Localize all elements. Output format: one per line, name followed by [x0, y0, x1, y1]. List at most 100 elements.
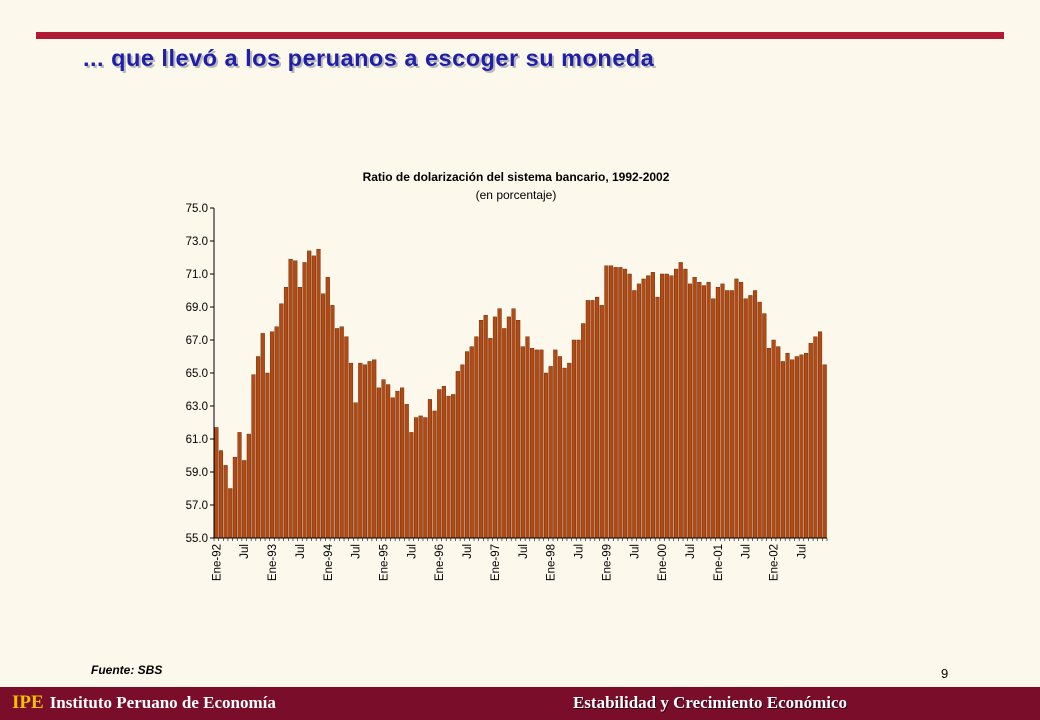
bar	[646, 275, 651, 539]
x-tick-label: Jul	[629, 544, 641, 559]
x-tick-label: Ene-92	[211, 544, 223, 581]
bar	[218, 450, 224, 539]
bar	[228, 488, 233, 539]
bar	[307, 250, 312, 539]
bar	[687, 283, 693, 539]
bar	[246, 433, 251, 539]
bar	[766, 348, 772, 539]
bar	[576, 339, 581, 539]
bar	[664, 273, 669, 539]
bar	[460, 364, 465, 539]
bar	[237, 432, 242, 539]
bar	[395, 390, 400, 539]
bar	[409, 432, 414, 539]
bar	[725, 290, 730, 539]
bar	[697, 282, 702, 539]
bar	[701, 285, 707, 539]
x-tick-label: Jul	[574, 544, 586, 559]
bar	[446, 395, 451, 539]
bar	[302, 262, 307, 539]
bar	[622, 268, 628, 539]
dollarization-bar-chart: Ratio de dolarización del sistema bancar…	[186, 170, 828, 581]
bar	[506, 316, 511, 539]
bar	[348, 362, 354, 539]
top-accent-rule	[36, 32, 1004, 39]
bar	[288, 258, 293, 539]
bar	[423, 417, 428, 539]
bar	[669, 275, 674, 539]
x-tick-label: Ene-97	[490, 544, 502, 581]
bar	[739, 282, 744, 539]
bar	[636, 283, 641, 539]
x-tick-label: Ene-01	[713, 544, 725, 581]
bar	[655, 296, 660, 539]
bar	[390, 397, 395, 539]
bar	[502, 328, 507, 539]
bar	[609, 265, 614, 539]
bar	[242, 460, 247, 539]
bar	[683, 268, 688, 539]
axes-group: 55.0 57.0 59.0 61.0 63.0 65.0 67.0 69.0 71.0 73.0…	[186, 203, 828, 581]
bar	[339, 326, 344, 539]
x-tick-label: Ene-95	[379, 544, 391, 581]
bar	[692, 277, 697, 539]
bar	[325, 277, 330, 539]
x-tick-label: Jul	[295, 544, 307, 559]
x-tick-label: Jul	[239, 544, 251, 559]
bar	[279, 303, 284, 539]
bar	[822, 364, 827, 539]
bar	[776, 346, 781, 539]
bar	[376, 387, 381, 539]
bar	[511, 308, 516, 539]
bar	[674, 268, 679, 539]
x-tick-label: Jul	[685, 544, 697, 559]
x-tick-label: Ene-93	[267, 544, 279, 581]
bar	[562, 367, 567, 539]
bar	[488, 338, 493, 539]
y-tick-label: 71.0	[186, 269, 208, 281]
bar	[358, 362, 363, 539]
x-tick-label: Ene-94	[323, 543, 335, 581]
bar	[790, 359, 795, 539]
bar	[478, 320, 484, 539]
bar	[678, 262, 683, 539]
bar	[817, 331, 823, 539]
source-note: Fuente: SBS	[91, 663, 163, 677]
bar	[650, 272, 655, 539]
bar	[632, 290, 637, 539]
bar	[734, 278, 739, 539]
x-tick-label: Jul	[462, 544, 474, 559]
bar	[627, 273, 632, 539]
bar	[362, 364, 367, 539]
bar	[595, 296, 600, 539]
x-tick-label: Ene-98	[546, 544, 558, 581]
bar	[720, 283, 725, 539]
y-tick-label: 63.0	[186, 401, 208, 413]
bar	[567, 362, 572, 539]
y-tick-label: 73.0	[186, 236, 208, 248]
chart-title: Ratio de dolarización del sistema bancar…	[363, 170, 670, 184]
bar	[335, 328, 340, 539]
bar	[548, 366, 553, 539]
bar	[599, 305, 604, 539]
bar	[269, 331, 275, 539]
bar	[404, 404, 409, 539]
bar	[539, 349, 544, 539]
footer-tagline: Estabilidad y Crecimiento Económico	[572, 693, 847, 712]
bar	[297, 287, 302, 539]
y-tick-label: 69.0	[186, 302, 208, 314]
chart-subtitle: (en porcentaje)	[476, 188, 557, 202]
x-tick-label: Jul	[796, 544, 808, 559]
bar	[785, 353, 790, 539]
bar	[553, 349, 558, 539]
bar	[418, 415, 423, 539]
bar	[274, 326, 279, 539]
footer-logo-abbr: IPE	[12, 692, 44, 713]
bar	[321, 293, 326, 539]
bar	[497, 308, 502, 539]
bar	[516, 320, 521, 539]
bar	[571, 339, 576, 539]
bar	[437, 389, 442, 539]
footer-institute-name: Instituto Peruano de Economía	[49, 693, 276, 712]
bar	[223, 465, 228, 539]
